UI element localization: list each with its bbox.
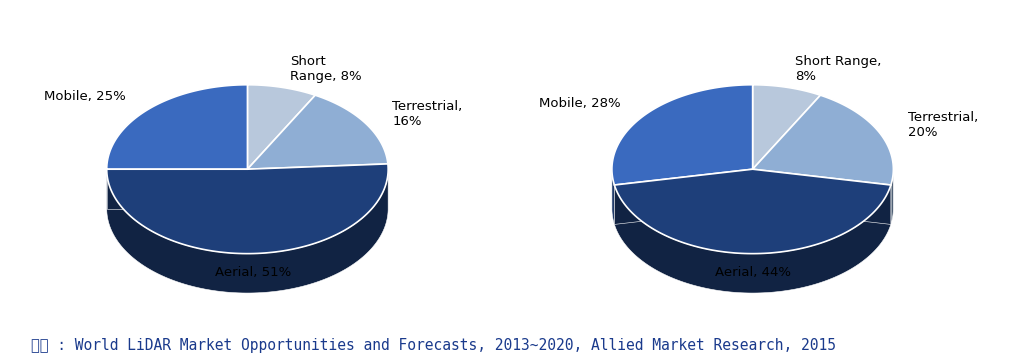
Polygon shape <box>247 85 315 169</box>
Polygon shape <box>247 95 388 169</box>
Polygon shape <box>107 164 388 254</box>
Text: Mobile, 28%: Mobile, 28% <box>539 97 621 110</box>
Polygon shape <box>107 85 247 169</box>
Text: Aerial, 51%: Aerial, 51% <box>214 266 291 279</box>
Text: Terrestrial,
16%: Terrestrial, 16% <box>393 100 463 128</box>
Polygon shape <box>107 169 247 208</box>
Polygon shape <box>753 85 821 169</box>
Polygon shape <box>614 169 753 224</box>
Polygon shape <box>614 169 891 254</box>
Text: Aerial, 44%: Aerial, 44% <box>714 266 791 279</box>
Text: Terrestrial,
20%: Terrestrial, 20% <box>908 111 978 139</box>
Polygon shape <box>612 170 614 224</box>
Text: Mobile, 25%: Mobile, 25% <box>44 90 126 103</box>
Polygon shape <box>612 85 753 185</box>
Polygon shape <box>891 170 893 224</box>
Polygon shape <box>614 185 891 293</box>
Polygon shape <box>753 169 891 224</box>
Text: Short
Range, 8%: Short Range, 8% <box>290 55 362 84</box>
Text: Short Range,
8%: Short Range, 8% <box>795 55 882 84</box>
Polygon shape <box>753 95 893 185</box>
Polygon shape <box>107 169 247 208</box>
Polygon shape <box>753 169 891 224</box>
Text: 자료 : World LiDAR Market Opportunities and Forecasts, 2013~2020, Allied Market Re: 자료 : World LiDAR Market Opportunities an… <box>31 338 836 353</box>
Polygon shape <box>107 169 388 293</box>
Polygon shape <box>614 169 753 224</box>
